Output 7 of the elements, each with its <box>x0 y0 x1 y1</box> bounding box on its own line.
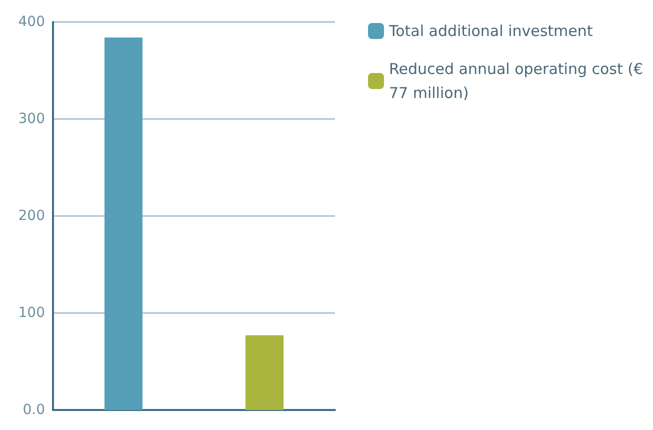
legend-label: Total additional investment <box>388 22 593 40</box>
y-tick-label: 0.0 <box>22 402 45 418</box>
y-tick-label: 400 <box>18 14 45 30</box>
y-tick-label: 200 <box>18 208 45 224</box>
legend-label: Reduced annual operating cost (€ 77 million) <box>389 60 648 102</box>
y-tick-label: 100 <box>18 305 45 321</box>
y-tick-label: 300 <box>18 111 45 127</box>
